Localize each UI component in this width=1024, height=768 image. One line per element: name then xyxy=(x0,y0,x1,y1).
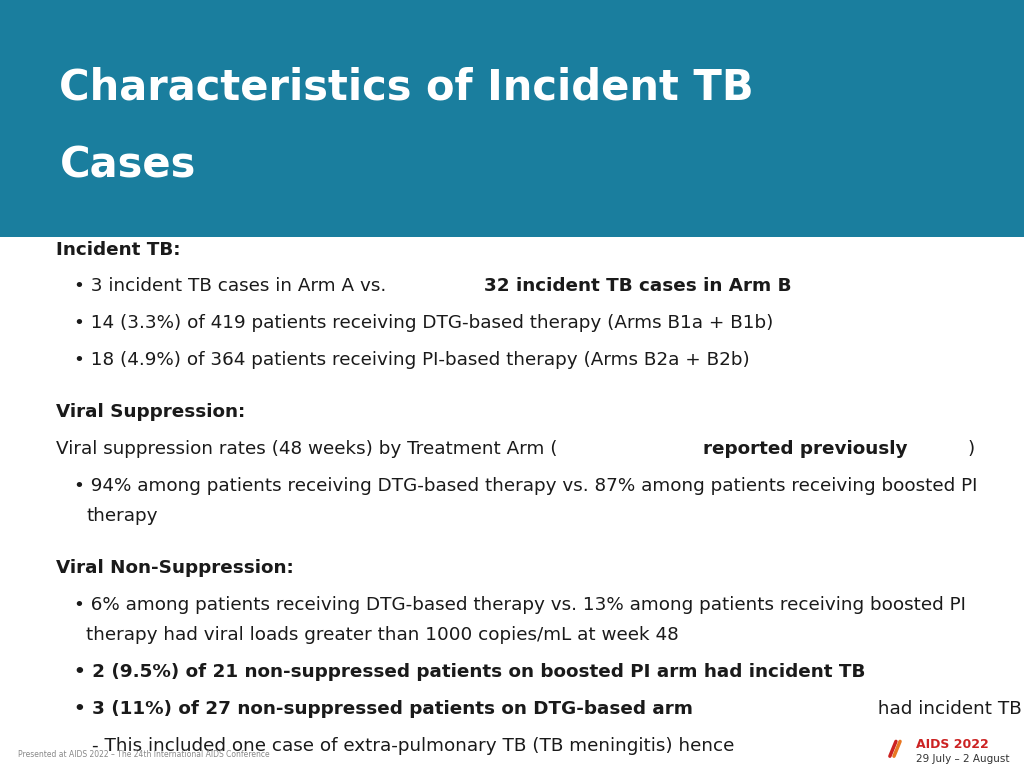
Text: Viral suppression rates (48 weeks) by Treatment Arm (: Viral suppression rates (48 weeks) by Tr… xyxy=(56,439,558,458)
Text: • 94% among patients receiving DTG-based therapy vs. 87% among patients receivin: • 94% among patients receiving DTG-based… xyxy=(74,476,977,495)
Text: - This included one case of extra-pulmonary TB (TB meningitis) hence: - This included one case of extra-pulmon… xyxy=(92,737,734,755)
Text: 29 July – 2 August: 29 July – 2 August xyxy=(916,753,1010,764)
Text: Presented at AIDS 2022 – The 24th International AIDS Conference: Presented at AIDS 2022 – The 24th Intern… xyxy=(18,750,270,759)
Text: reported previously: reported previously xyxy=(703,439,908,458)
Text: therapy: therapy xyxy=(86,507,158,525)
Text: Viral Suppression:: Viral Suppression: xyxy=(56,402,246,421)
Bar xyxy=(0,230,1024,237)
Text: • 18 (4.9%) of 364 patients receiving PI-based therapy (Arms B2a + B2b): • 18 (4.9%) of 364 patients receiving PI… xyxy=(74,351,750,369)
Text: AIDS 2022: AIDS 2022 xyxy=(916,739,989,751)
Text: • 6% among patients receiving DTG-based therapy vs. 13% among patients receiving: • 6% among patients receiving DTG-based … xyxy=(74,596,966,614)
Text: • 3 (11%) of 27 non-suppressed patients on DTG-based arm: • 3 (11%) of 27 non-suppressed patients … xyxy=(74,700,692,718)
Bar xyxy=(0,0,1024,230)
Text: Characteristics of Incident TB: Characteristics of Incident TB xyxy=(59,67,754,108)
Text: Viral Non-Suppression:: Viral Non-Suppression: xyxy=(56,559,294,577)
Text: ): ) xyxy=(968,439,975,458)
Text: • 14 (3.3%) of 419 patients receiving DTG-based therapy (Arms B1a + B1b): • 14 (3.3%) of 419 patients receiving DT… xyxy=(74,314,773,333)
Text: • 3 incident TB cases in Arm A vs.: • 3 incident TB cases in Arm A vs. xyxy=(74,277,392,296)
Text: therapy had viral loads greater than 1000 copies/mL at week 48: therapy had viral loads greater than 100… xyxy=(86,627,679,644)
Text: Cases: Cases xyxy=(59,145,196,187)
Text: 32 incident TB cases in Arm B: 32 incident TB cases in Arm B xyxy=(484,277,792,296)
Text: • 2 (9.5%) of 21 non-suppressed patients on boosted PI arm had incident TB: • 2 (9.5%) of 21 non-suppressed patients… xyxy=(74,664,865,681)
Text: had incident TB: had incident TB xyxy=(872,700,1022,718)
Text: Incident TB:: Incident TB: xyxy=(56,240,181,259)
